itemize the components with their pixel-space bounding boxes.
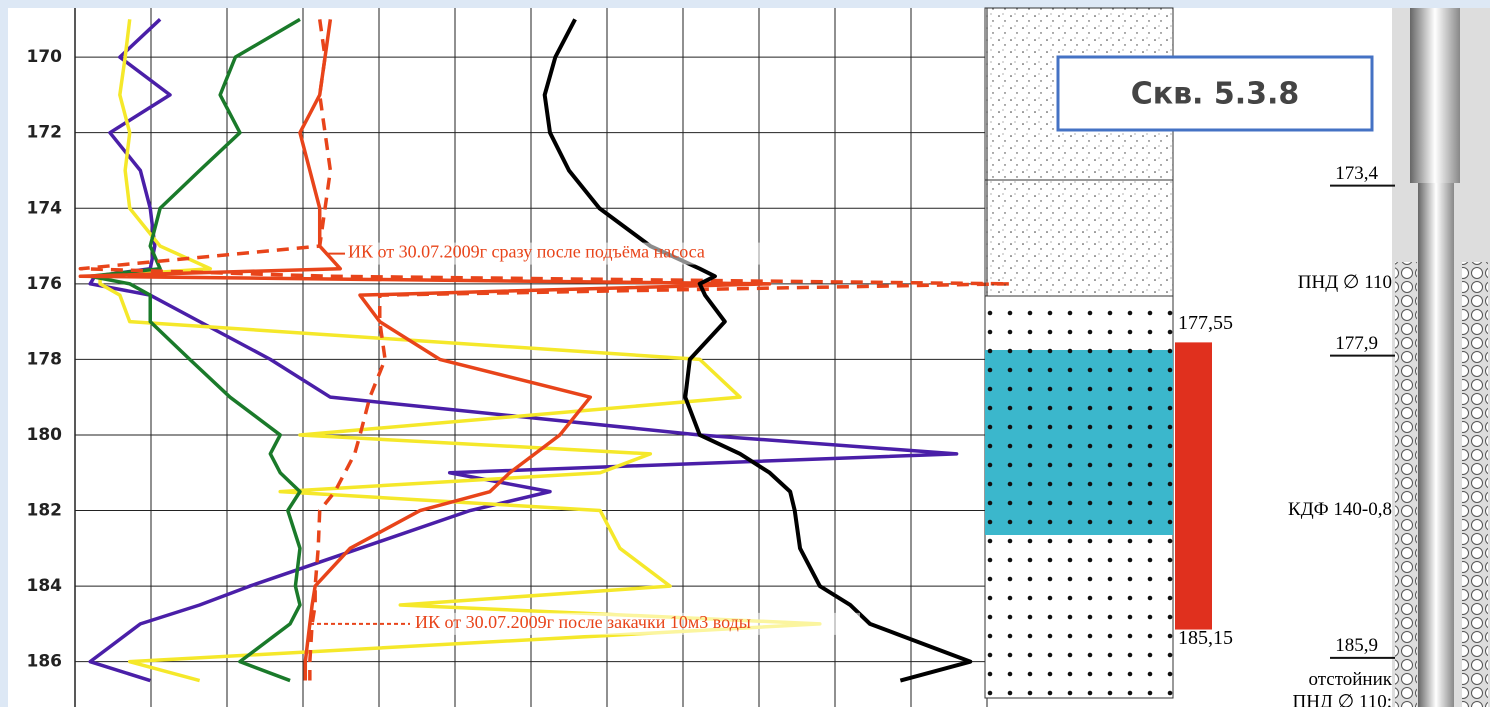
interval-bottom-label: 185,15 bbox=[1178, 627, 1233, 649]
y-tick-label: 184 bbox=[27, 576, 63, 596]
y-tick-label: 186 bbox=[27, 652, 63, 672]
log-curve bbox=[78, 19, 772, 681]
well-label: 185,9 bbox=[1335, 635, 1378, 656]
well-label: 177,9 bbox=[1335, 333, 1378, 354]
well-label: ПНД ∅ 110; bbox=[1292, 692, 1392, 707]
log-curve bbox=[88, 17, 302, 683]
y-tick-label: 172 bbox=[27, 123, 63, 143]
well-label: КДФ 140-0,8 bbox=[1288, 499, 1392, 520]
annotation-bg bbox=[410, 612, 860, 635]
title-box bbox=[1056, 55, 1374, 132]
y-tick-label: 182 bbox=[27, 501, 63, 521]
y-tick-label: 170 bbox=[27, 47, 63, 67]
well-pipe bbox=[1410, 8, 1460, 183]
screen-interval bbox=[1175, 342, 1212, 630]
log-curve bbox=[98, 19, 822, 683]
annotation: ИК от 30.07.2009г после закачки 10м3 вод… bbox=[415, 612, 751, 632]
y-tick-label: 174 bbox=[27, 198, 63, 218]
log-curve bbox=[88, 18, 959, 683]
well-pipe bbox=[1418, 183, 1454, 707]
well-label: отстойник bbox=[1308, 669, 1392, 690]
interval-top-label: 177,55 bbox=[1178, 312, 1233, 334]
y-tick-label: 176 bbox=[27, 274, 63, 294]
gravel bbox=[1462, 262, 1488, 707]
gravel bbox=[1395, 262, 1417, 707]
title: Скв. 5.3.8 bbox=[1131, 77, 1300, 112]
y-tick-label: 178 bbox=[27, 349, 63, 369]
well-label: ПНД ∅ 110 bbox=[1298, 272, 1392, 293]
y-tick-label: 180 bbox=[27, 425, 63, 445]
well-label: 173,4 bbox=[1335, 163, 1378, 184]
annotation-bg bbox=[345, 242, 825, 265]
log-curve bbox=[542, 18, 973, 683]
annotation: ИК от 30.07.2009г сразу после подъёма на… bbox=[348, 242, 705, 262]
lithology-dots bbox=[985, 296, 1173, 698]
